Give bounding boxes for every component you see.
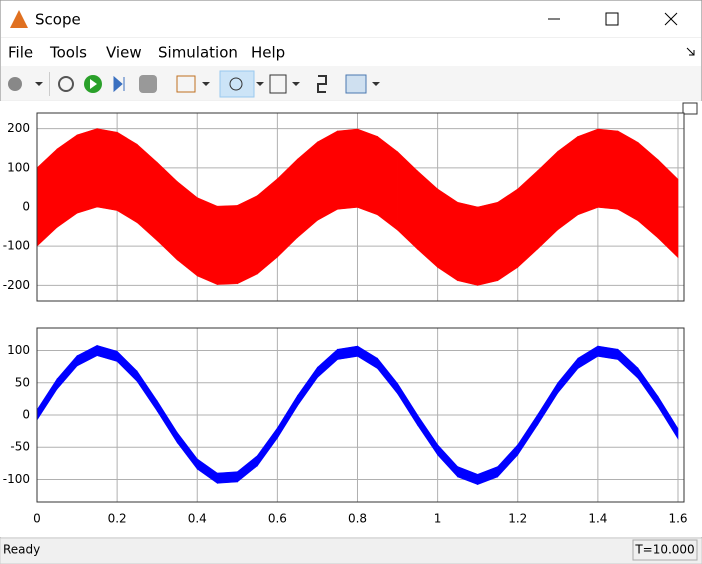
- dropdown[interactable]: [202, 82, 210, 86]
- y-tick-label: 200: [7, 121, 30, 135]
- signal-band: [637, 141, 659, 239]
- menu-item[interactable]: Simulation: [158, 44, 238, 62]
- signal-band: [116, 131, 138, 224]
- x-tick-label: 0.4: [188, 512, 207, 526]
- undock-button[interactable]: [682, 102, 698, 115]
- y-tick-label: 0: [22, 200, 30, 214]
- menu-bar: [1, 38, 701, 66]
- signal-band: [96, 128, 118, 211]
- signal-band: [176, 180, 198, 277]
- status-text: Ready: [3, 543, 40, 557]
- signal-band: [497, 188, 519, 282]
- menu-item[interactable]: View: [106, 44, 142, 62]
- time-box: [632, 539, 698, 561]
- step-forward-button[interactable]: [113, 75, 125, 93]
- measure-button[interactable]: [345, 74, 367, 94]
- autoscale-button[interactable]: [269, 74, 287, 94]
- triggers-button[interactable]: [317, 75, 327, 93]
- x-tick-label: 0.8: [348, 512, 367, 526]
- axes-frame: [36, 112, 685, 302]
- signal-band: [317, 130, 338, 221]
- window-title: Scope: [35, 11, 81, 29]
- signal-band: [577, 128, 599, 216]
- app-icon: [10, 10, 28, 28]
- x-tick-label: 1: [434, 512, 442, 526]
- y-tick-label: -200: [3, 278, 30, 292]
- signal-band: [337, 128, 358, 210]
- signal-band: [257, 178, 278, 275]
- signal-band: [477, 201, 499, 286]
- dock-arrow[interactable]: [686, 47, 695, 56]
- dropdown[interactable]: [35, 82, 43, 86]
- signal-band: [377, 135, 398, 231]
- x-tick-label: 1.6: [668, 512, 687, 526]
- x-tick-label: 1.2: [508, 512, 527, 526]
- y-tick-label: -100: [3, 239, 30, 253]
- x-tick-label: 0: [33, 512, 41, 526]
- signal-band: [216, 471, 238, 484]
- dropdown[interactable]: [256, 82, 264, 86]
- zoom-icon: [229, 77, 243, 91]
- x-tick-label: 0.2: [108, 512, 127, 526]
- toolbar-icons: [8, 70, 380, 98]
- signal-band: [617, 130, 639, 222]
- y-tick-label: -100: [3, 472, 30, 486]
- signal-band: [437, 188, 458, 282]
- stop-button[interactable]: [139, 75, 157, 93]
- dropdown[interactable]: [372, 82, 380, 86]
- y-tick-label: 0: [22, 408, 30, 422]
- y-tick-label: 100: [7, 343, 30, 357]
- signal-band: [557, 135, 579, 231]
- menu: File Tools View Simulation Help: [8, 44, 285, 62]
- axes-frame: [36, 327, 685, 503]
- charts: -200 -100 0 100 200 -100 -50 0 50 100 0 0.2 0.4 0.6 0.…: [3, 112, 688, 526]
- separator: [49, 72, 50, 96]
- menu-item[interactable]: File: [8, 44, 33, 62]
- maximize-button[interactable]: [605, 12, 619, 26]
- run-icon: [90, 79, 97, 89]
- signal-band: [237, 195, 258, 285]
- signal-band: [297, 141, 318, 239]
- y-tick-label: 100: [7, 160, 30, 174]
- signal-band: [76, 128, 98, 214]
- signal-band: [216, 205, 238, 285]
- signal-band: [657, 395, 679, 440]
- signal-band: [597, 128, 619, 210]
- signal-band: [657, 158, 679, 259]
- signal-band: [196, 197, 218, 286]
- menu-item[interactable]: Help: [251, 44, 285, 62]
- settings-button[interactable]: [8, 77, 22, 91]
- signal-band: [457, 201, 478, 286]
- time-text: T=10.000: [634, 543, 694, 557]
- close-button[interactable]: [664, 12, 678, 26]
- signal-band: [56, 134, 78, 228]
- x-tick-label: 0.6: [268, 512, 287, 526]
- y-tick-label: -50: [10, 440, 30, 454]
- signal-band: [357, 128, 378, 216]
- status-bar: [0, 537, 702, 564]
- dropdown[interactable]: [292, 82, 300, 86]
- menu-item[interactable]: Tools: [49, 44, 87, 62]
- y-tick-label: 50: [15, 375, 30, 389]
- highlight-button[interactable]: [176, 75, 196, 93]
- title-bar: [1, 1, 701, 37]
- x-tick-label: 1.4: [588, 512, 607, 526]
- zoom-button[interactable]: [219, 70, 255, 98]
- step-back-button[interactable]: [58, 76, 74, 92]
